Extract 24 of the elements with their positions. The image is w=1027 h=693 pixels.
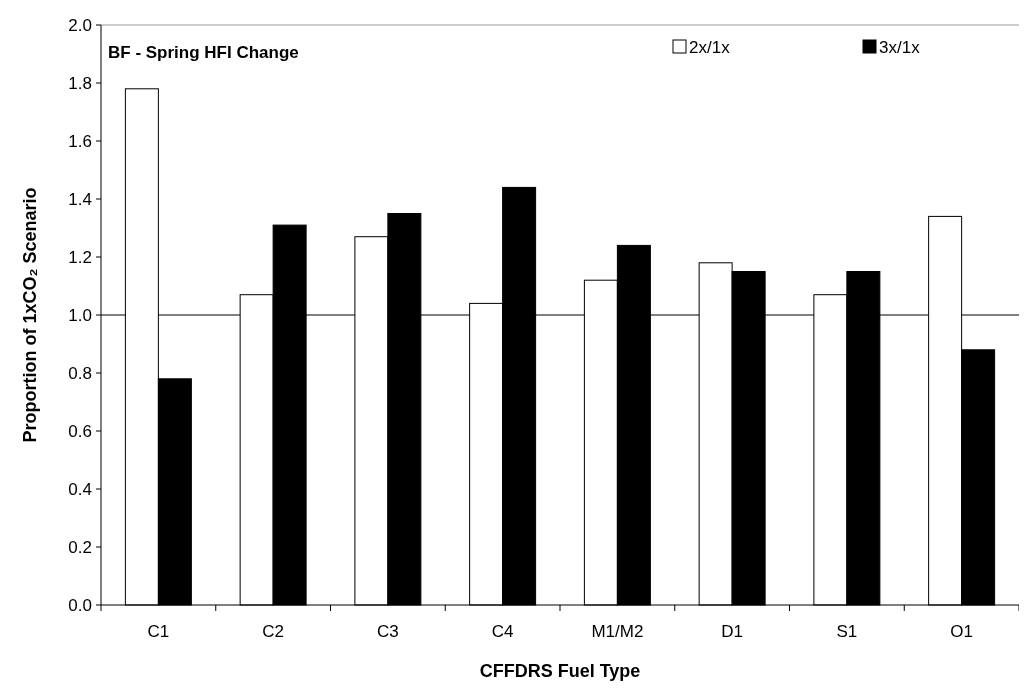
x-tick-label: C4: [491, 622, 514, 641]
y-tick-label: 1.4: [68, 189, 92, 209]
y-tick-label: 1.8: [68, 73, 92, 93]
y-tick-label: 2.0: [68, 15, 92, 35]
x-tick-label: M1/M2: [591, 622, 644, 641]
text: BF - Spring HFI Change: [108, 43, 299, 62]
y-tick-label: 1.6: [68, 131, 92, 151]
y-tick-label: 1.0: [68, 305, 92, 325]
y-tick-label: 1.2: [68, 247, 92, 267]
x-tick-label: S1: [836, 622, 858, 641]
x-tick-label: C3: [377, 622, 399, 641]
y-tick-label: 0.4: [68, 479, 92, 499]
y-tick-label: 0.6: [68, 421, 92, 441]
y-tick-label: 0.2: [68, 537, 92, 557]
x-tick-label: O1: [950, 622, 973, 641]
x-tick-label: C2: [262, 622, 284, 641]
legend-label: 3x/1x: [879, 38, 921, 57]
x-axis-title: CFFDRS Fuel Type: [479, 661, 641, 681]
x-tick-label: C1: [147, 622, 170, 641]
y-axis-title: Proportion of 1xCO₂ Scenario: [20, 187, 40, 443]
y-tick-label: 0.0: [68, 595, 92, 615]
x-tick-label: D1: [721, 622, 743, 641]
legend-label: 2x/1x: [689, 38, 731, 57]
y-tick-label: 0.8: [68, 363, 92, 383]
